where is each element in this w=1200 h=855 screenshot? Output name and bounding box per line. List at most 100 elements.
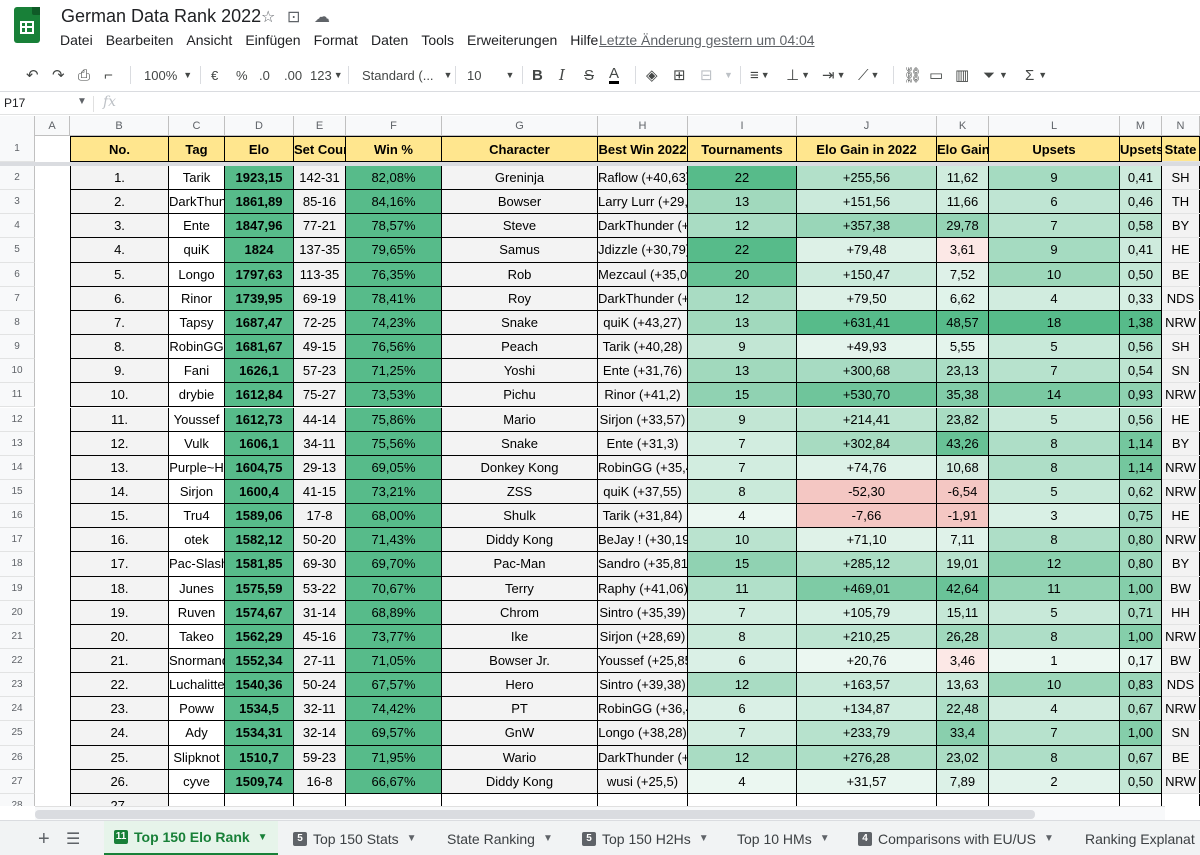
table-cell[interactable]: 22	[688, 166, 797, 191]
table-cell[interactable]: 3.	[70, 214, 169, 239]
table-cell[interactable]: 48,57	[937, 310, 989, 336]
table-cell[interactable]: 11	[989, 576, 1120, 601]
column-title-cell[interactable]: Best Win 2022	[598, 136, 688, 162]
table-cell[interactable]: 67,57%	[346, 673, 442, 698]
fill-color-icon[interactable]: ◈	[646, 67, 658, 84]
table-cell[interactable]: 1534,5	[225, 697, 294, 722]
table-cell[interactable]: 2.	[70, 190, 169, 215]
table-cell[interactable]: Sintro (+39,38)	[598, 673, 688, 698]
table-cell[interactable]: 69-19	[294, 286, 346, 311]
table-cell[interactable]: 4	[989, 286, 1120, 311]
undo-icon[interactable]: ↶	[26, 67, 39, 84]
table-cell[interactable]: 113-35	[294, 262, 346, 287]
table-cell[interactable]: 1581,85	[225, 552, 294, 577]
column-header-G[interactable]: G	[442, 116, 598, 136]
table-cell[interactable]: 12	[688, 673, 797, 698]
table-cell[interactable]: +150,47	[797, 262, 937, 287]
table-cell[interactable]: Terry	[442, 576, 598, 601]
table-cell[interactable]: Rinor	[169, 286, 225, 311]
table-cell[interactable]: 0,50	[1120, 262, 1162, 287]
table-cell[interactable]: 1,14	[1120, 431, 1162, 456]
table-cell[interactable]: 1540,36	[225, 673, 294, 698]
row-header[interactable]: 26	[0, 745, 35, 770]
table-cell[interactable]: 69-30	[294, 552, 346, 577]
row-header[interactable]: 28	[0, 793, 35, 806]
table-cell[interactable]: 16.	[70, 528, 169, 553]
table-cell[interactable]: 29,78	[937, 214, 989, 239]
table-cell[interactable]: 8	[989, 745, 1120, 770]
menu-item-6[interactable]: Tools	[421, 32, 454, 48]
table-cell[interactable]: Tru4	[169, 504, 225, 529]
table-cell[interactable]: Sirjon (+28,69)	[598, 624, 688, 649]
table-cell[interactable]: +210,25	[797, 624, 937, 649]
print-icon[interactable]: ⎙	[78, 66, 91, 84]
table-cell[interactable]: 14.	[70, 479, 169, 505]
table-cell[interactable]: 12	[688, 214, 797, 239]
table-cell[interactable]: +300,68	[797, 359, 937, 384]
table-cell[interactable]: 41-15	[294, 479, 346, 505]
table-cell[interactable]: 6.	[70, 286, 169, 311]
table-cell[interactable]: +74,76	[797, 455, 937, 480]
sheet-tab-1[interactable]: 5 Top 150 Stats ▼	[283, 821, 432, 855]
table-cell[interactable]: 7.	[70, 310, 169, 336]
table-cell[interactable]: 11,66	[937, 190, 989, 215]
table-cell[interactable]: 12	[688, 745, 797, 770]
insert-link-icon[interactable]: ⛓	[903, 67, 923, 84]
zoom-select[interactable]: 100% ▼	[144, 67, 193, 83]
table-cell[interactable]: 1552,34	[225, 649, 294, 674]
table-cell[interactable]: TH	[1162, 190, 1200, 215]
horizontal-align-icon[interactable]: ≡ ▼	[750, 66, 770, 84]
sheet-tab-3[interactable]: 5 Top 150 H2Hs ▼	[572, 821, 722, 855]
table-cell[interactable]: HE	[1162, 407, 1200, 432]
column-title-cell[interactable]: Tournaments	[688, 136, 797, 162]
row-header[interactable]: 16	[0, 504, 35, 529]
empty-cell[interactable]	[1162, 238, 1200, 263]
table-cell[interactable]: 78,57%	[346, 214, 442, 239]
table-cell[interactable]: Snake	[442, 310, 598, 336]
table-cell[interactable]: -7,66	[797, 504, 937, 529]
table-cell[interactable]: 5,55	[937, 335, 989, 360]
table-cell[interactable]	[989, 793, 1120, 806]
table-cell[interactable]: 5	[989, 600, 1120, 625]
table-cell[interactable]: 13,63	[937, 673, 989, 698]
table-cell[interactable]: 0,56	[1120, 407, 1162, 432]
sheet-tab-menu-icon[interactable]: ▼	[819, 833, 830, 844]
table-cell[interactable]: +20,76	[797, 649, 937, 674]
column-header-H[interactable]: H	[598, 116, 688, 136]
table-cell[interactable]: 9	[989, 238, 1120, 263]
table-cell[interactable]: Snake	[442, 431, 598, 456]
italic-icon[interactable]: I	[559, 66, 565, 84]
table-cell[interactable]: SN	[1162, 359, 1200, 384]
table-cell[interactable]: 1,00	[1120, 624, 1162, 649]
table-cell[interactable]: 5	[989, 479, 1120, 505]
table-cell[interactable]: 137-35	[294, 238, 346, 263]
table-cell[interactable]: BE	[1162, 262, 1200, 287]
table-cell[interactable]: 25.	[70, 745, 169, 770]
table-cell[interactable]	[598, 793, 688, 806]
table-cell[interactable]: 13.	[70, 455, 169, 480]
table-cell[interactable]: Jdizzle (+30,79)	[598, 238, 688, 263]
table-cell[interactable]: 31-14	[294, 600, 346, 625]
table-cell[interactable]: Ente (+31,76)	[598, 359, 688, 384]
table-cell[interactable]: Vulk	[169, 431, 225, 456]
table-cell[interactable]: 21.	[70, 649, 169, 674]
column-header-J[interactable]: J	[797, 116, 937, 136]
table-cell[interactable]: 42,64	[937, 576, 989, 601]
table-cell[interactable]: 14	[989, 383, 1120, 408]
sheet-tab-2[interactable]: State Ranking ▼	[437, 821, 567, 855]
table-cell[interactable]: 1739,95	[225, 286, 294, 311]
table-cell[interactable]: 27-11	[294, 649, 346, 674]
table-cell[interactable]: BeJay ! (+30,19)	[598, 528, 688, 553]
table-cell[interactable]: 1574,67	[225, 600, 294, 625]
column-header-N[interactable]: N	[1162, 116, 1200, 136]
table-cell[interactable]: 7	[989, 359, 1120, 384]
table-cell[interactable]: quiK	[169, 238, 225, 263]
table-cell[interactable]: 23,82	[937, 407, 989, 432]
column-header-D[interactable]: D	[225, 116, 294, 136]
empty-cell[interactable]	[1162, 770, 1200, 794]
sheet-tab-menu-icon[interactable]: ▼	[406, 833, 417, 844]
insert-chart-icon[interactable]: ▥	[955, 67, 970, 84]
table-cell[interactable]: 1.	[70, 166, 169, 191]
column-title-cell[interactable]: Elo Gain in 2022	[797, 136, 937, 162]
table-cell[interactable]: 18	[989, 310, 1120, 336]
